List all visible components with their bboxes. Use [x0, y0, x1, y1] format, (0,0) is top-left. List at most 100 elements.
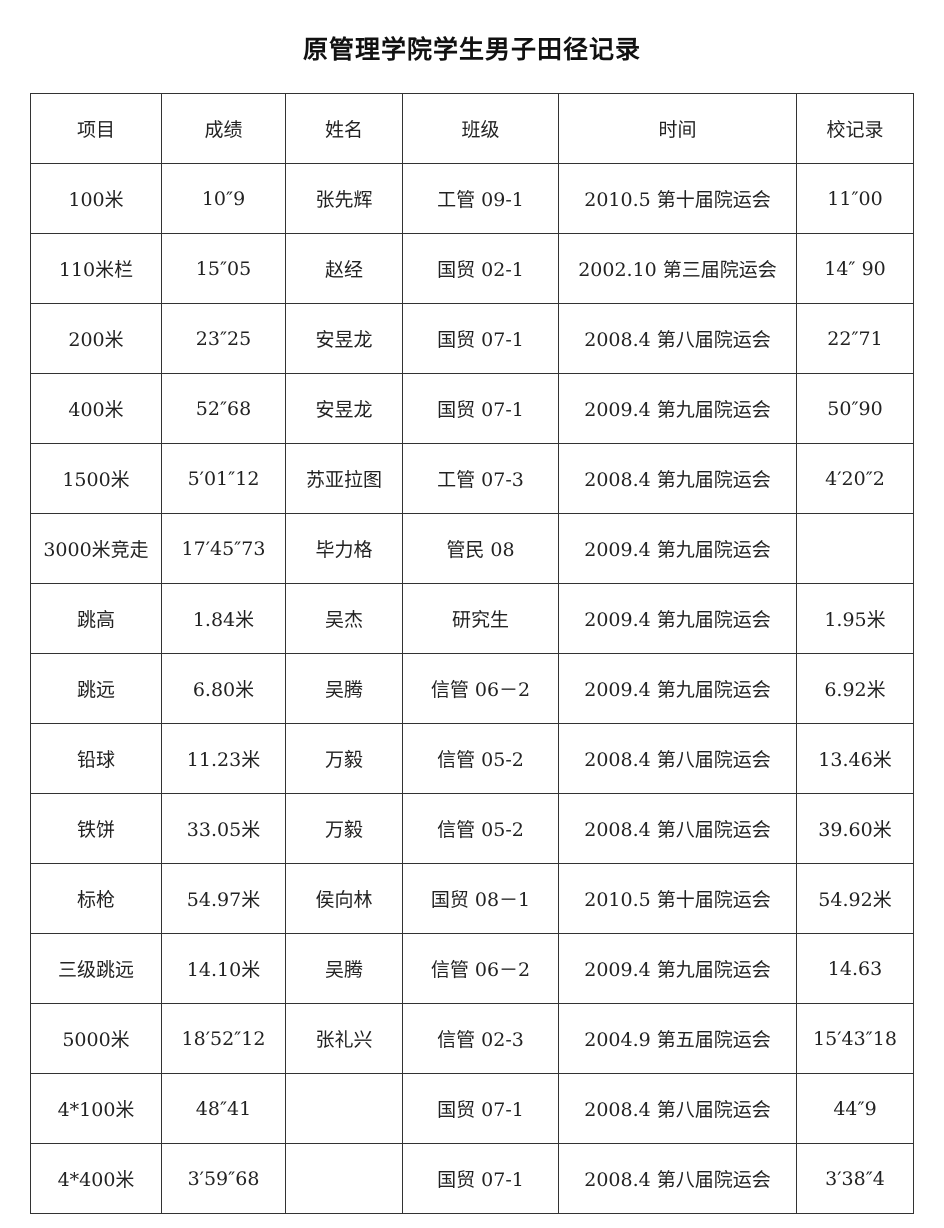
cell-name: 赵经	[285, 233, 403, 304]
cell-name	[285, 1073, 403, 1144]
cell-name: 张先辉	[285, 163, 403, 234]
page-title: 原管理学院学生男子田径记录	[302, 35, 641, 64]
cell-result: 14.10米	[161, 933, 286, 1004]
cell-class: 管民 08	[402, 513, 559, 584]
cell-time: 2010.5 第十届院运会	[558, 163, 797, 234]
cell-name: 安昱龙	[285, 303, 403, 374]
cell-event: 铁饼	[30, 793, 162, 864]
cell-school-record: 14.63	[796, 933, 914, 1004]
cell-result: 17′45″73	[161, 513, 286, 584]
cell-result: 1.84米	[161, 583, 286, 654]
cell-school-record: 22″71	[796, 303, 914, 374]
cell-time: 2010.5 第十届院运会	[558, 863, 797, 934]
cell-class: 信管 06－2	[402, 933, 559, 1004]
column-header-school-record: 校记录	[796, 93, 914, 164]
cell-class: 工管 09-1	[402, 163, 559, 234]
cell-time: 2008.4 第八届院运会	[558, 1073, 797, 1144]
table-row: 100米 10″9 张先辉 工管 09-1 2010.5 第十届院运会 11″00	[30, 163, 914, 234]
cell-time: 2009.4 第九届院运会	[558, 583, 797, 654]
records-table: 项目 成绩 姓名 班级 时间 校记录 100米 10″9 张先辉 工管 09-1 2010.5 第…	[30, 93, 914, 1214]
column-header-name: 姓名	[285, 93, 403, 164]
cell-class: 国贸 07-1	[402, 1073, 559, 1144]
cell-event: 5000米	[30, 1003, 162, 1074]
cell-school-record: 14″ 90	[796, 233, 914, 304]
cell-result: 48″41	[161, 1073, 286, 1144]
cell-school-record: 13.46米	[796, 723, 914, 794]
cell-time: 2002.10 第三届院运会	[558, 233, 797, 304]
cell-school-record: 3′38″4	[796, 1143, 914, 1214]
cell-name: 侯向林	[285, 863, 403, 934]
cell-event: 跳远	[30, 653, 162, 724]
cell-class: 信管 05-2	[402, 723, 559, 794]
cell-class: 信管 06－2	[402, 653, 559, 724]
cell-name: 毕力格	[285, 513, 403, 584]
cell-class: 国贸 07-1	[402, 303, 559, 374]
column-header-class: 班级	[402, 93, 559, 164]
cell-event: 100米	[30, 163, 162, 234]
cell-event: 200米	[30, 303, 162, 374]
cell-event: 标枪	[30, 863, 162, 934]
cell-class: 国贸 07-1	[402, 373, 559, 444]
header-row: 项目 成绩 姓名 班级 时间 校记录	[30, 93, 914, 164]
table-row: 铁饼 33.05米 万毅 信管 05-2 2008.4 第八届院运会 39.60米	[30, 793, 914, 864]
cell-result: 3′59″68	[161, 1143, 286, 1214]
cell-time: 2008.4 第八届院运会	[558, 1143, 797, 1214]
cell-event: 4*400米	[30, 1143, 162, 1214]
cell-result: 15″05	[161, 233, 286, 304]
cell-time: 2008.4 第八届院运会	[558, 303, 797, 374]
cell-event: 400米	[30, 373, 162, 444]
table-row: 铅球 11.23米 万毅 信管 05-2 2008.4 第八届院运会 13.46米	[30, 723, 914, 794]
cell-class: 工管 07-3	[402, 443, 559, 514]
cell-name: 吴腾	[285, 933, 403, 1004]
cell-name: 张礼兴	[285, 1003, 403, 1074]
table-row: 110米栏 15″05 赵经 国贸 02-1 2002.10 第三届院运会 14″ 90	[30, 233, 914, 304]
cell-time: 2008.4 第九届院运会	[558, 443, 797, 514]
cell-name: 吴杰	[285, 583, 403, 654]
table-row: 400米 52″68 安昱龙 国贸 07-1 2009.4 第九届院运会 50″90	[30, 373, 914, 444]
cell-class: 国贸 02-1	[402, 233, 559, 304]
cell-school-record: 11″00	[796, 163, 914, 234]
cell-name: 万毅	[285, 723, 403, 794]
table-row: 3000米竞走 17′45″73 毕力格 管民 08 2009.4 第九届院运会	[30, 513, 914, 584]
table-row: 跳高 1.84米 吴杰 研究生 2009.4 第九届院运会 1.95米	[30, 583, 914, 654]
cell-class: 研究生	[402, 583, 559, 654]
cell-school-record	[796, 513, 914, 584]
cell-time: 2009.4 第九届院运会	[558, 933, 797, 1004]
cell-school-record: 6.92米	[796, 653, 914, 724]
cell-school-record: 4′20″2	[796, 443, 914, 514]
table-row: 1500米 5′01″12 苏亚拉图 工管 07-3 2008.4 第九届院运会 4′20…	[30, 443, 914, 514]
cell-result: 11.23米	[161, 723, 286, 794]
cell-name	[285, 1143, 403, 1214]
cell-school-record: 15′43″18	[796, 1003, 914, 1074]
table-row: 三级跳远 14.10米 吴腾 信管 06－2 2009.4 第九届院运会 14.63	[30, 933, 914, 1004]
cell-result: 33.05米	[161, 793, 286, 864]
cell-school-record: 50″90	[796, 373, 914, 444]
cell-event: 跳高	[30, 583, 162, 654]
cell-class: 国贸 08－1	[402, 863, 559, 934]
cell-school-record: 44″9	[796, 1073, 914, 1144]
cell-time: 2009.4 第九届院运会	[558, 513, 797, 584]
cell-name: 吴腾	[285, 653, 403, 724]
cell-event: 110米栏	[30, 233, 162, 304]
table-row: 4*100米 48″41 国贸 07-1 2008.4 第八届院运会 44″9	[30, 1073, 914, 1144]
table-row: 5000米 18′52″12 张礼兴 信管 02-3 2004.9 第五届院运会 15′4…	[30, 1003, 914, 1074]
cell-school-record: 1.95米	[796, 583, 914, 654]
cell-name: 万毅	[285, 793, 403, 864]
cell-result: 54.97米	[161, 863, 286, 934]
cell-class: 国贸 07-1	[402, 1143, 559, 1214]
column-header-time: 时间	[558, 93, 797, 164]
cell-result: 5′01″12	[161, 443, 286, 514]
cell-result: 52″68	[161, 373, 286, 444]
column-header-result: 成绩	[161, 93, 286, 164]
cell-result: 18′52″12	[161, 1003, 286, 1074]
cell-time: 2008.4 第八届院运会	[558, 793, 797, 864]
cell-name: 安昱龙	[285, 373, 403, 444]
table-row: 跳远 6.80米 吴腾 信管 06－2 2009.4 第九届院运会 6.92米	[30, 653, 914, 724]
cell-event: 4*100米	[30, 1073, 162, 1144]
cell-time: 2004.9 第五届院运会	[558, 1003, 797, 1074]
cell-school-record: 54.92米	[796, 863, 914, 934]
table-row: 4*400米 3′59″68 国贸 07-1 2008.4 第八届院运会 3′38″4	[30, 1143, 914, 1214]
cell-event: 铅球	[30, 723, 162, 794]
cell-result: 6.80米	[161, 653, 286, 724]
cell-result: 23″25	[161, 303, 286, 374]
